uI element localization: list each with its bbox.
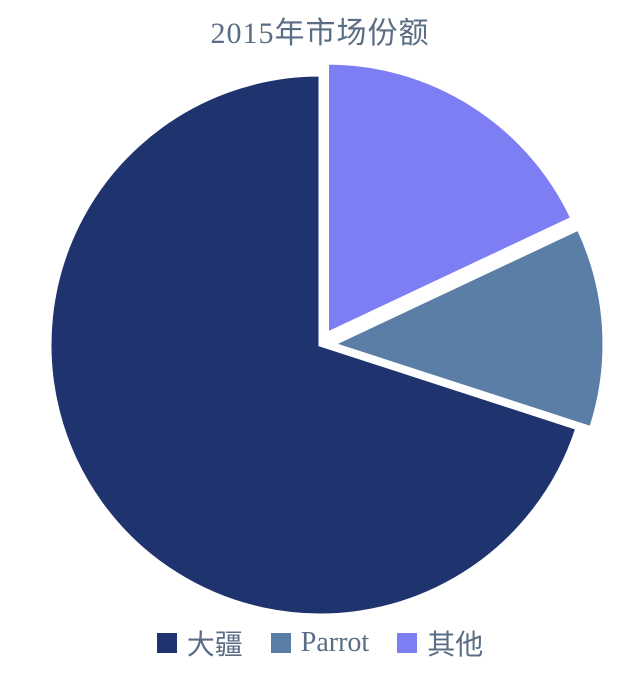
chart-title: 2015年市场份额	[0, 8, 640, 52]
pie-chart	[25, 60, 615, 620]
legend-label: 其他	[427, 623, 483, 663]
chart-legend: 大疆 Parrot 其他	[0, 623, 640, 663]
market-share-chart: 2015年市场份额 大疆 Parrot 其他	[0, 0, 640, 681]
legend-swatch	[271, 633, 291, 653]
legend-item: 其他	[397, 623, 483, 663]
legend-swatch	[397, 633, 417, 653]
legend-label: Parrot	[301, 627, 369, 659]
legend-item: Parrot	[271, 627, 369, 659]
legend-swatch	[157, 633, 177, 653]
legend-label: 大疆	[187, 623, 243, 663]
legend-item: 大疆	[157, 623, 243, 663]
